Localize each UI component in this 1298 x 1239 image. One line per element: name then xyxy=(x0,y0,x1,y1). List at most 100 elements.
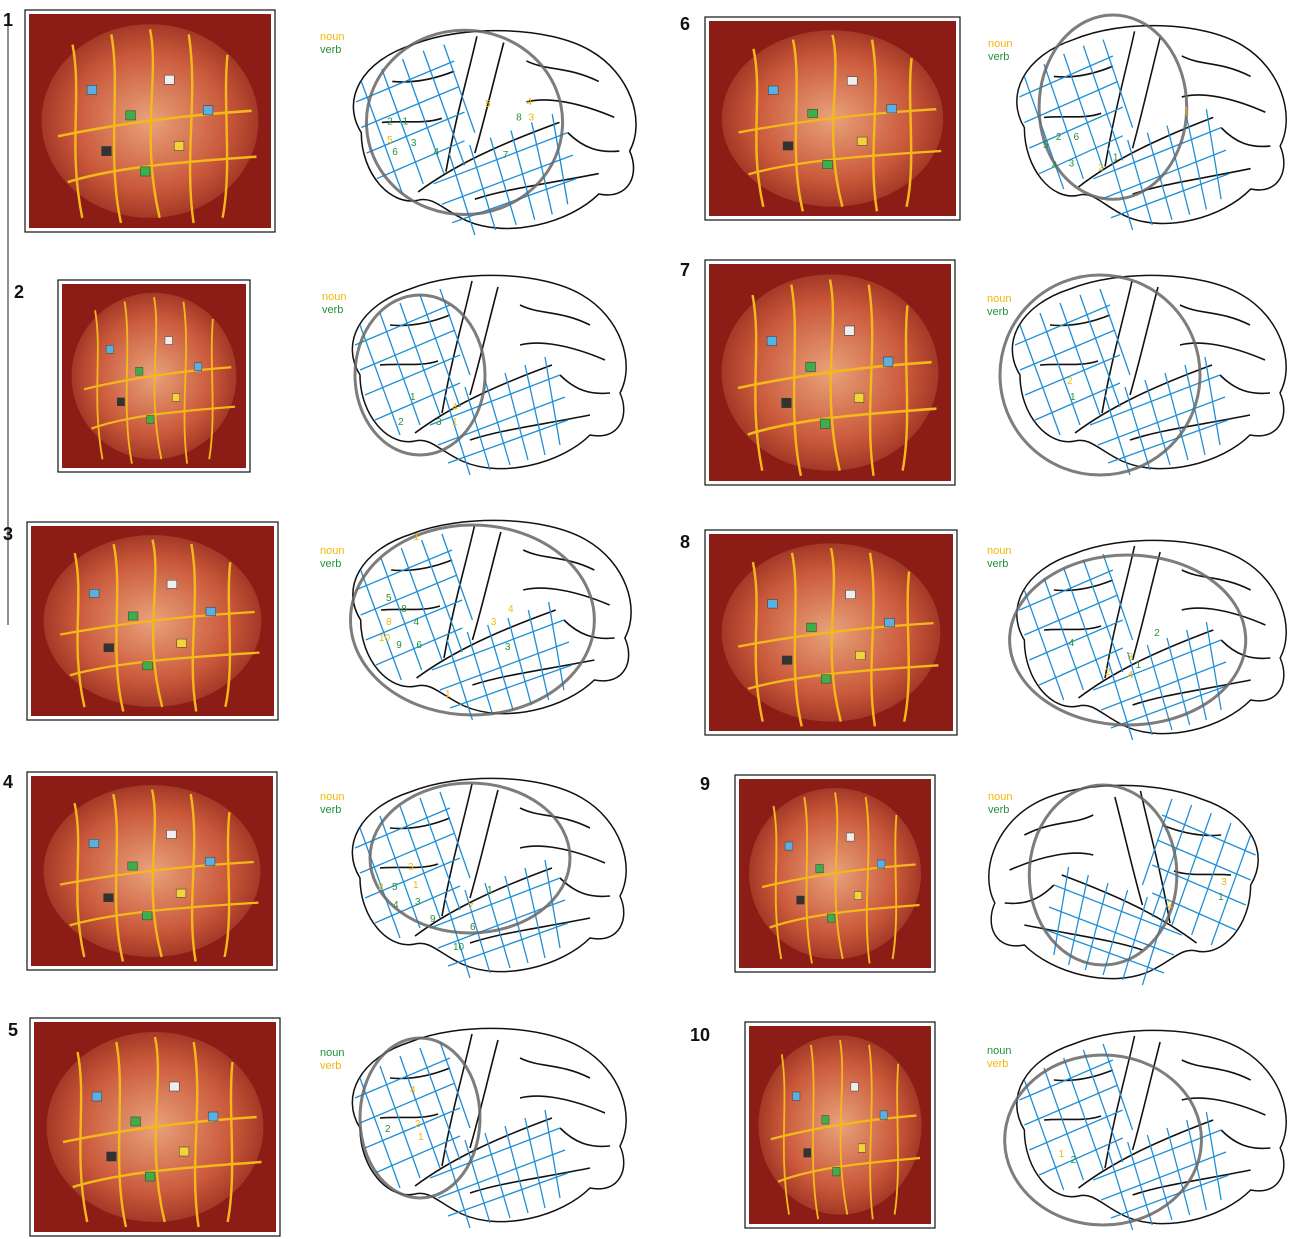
brain-diagram xyxy=(1017,26,1286,230)
site-label: 4 xyxy=(508,604,514,615)
site-label: 2 xyxy=(378,882,384,893)
site-label: 2 xyxy=(415,1119,421,1130)
brain-diagram xyxy=(1017,1030,1286,1230)
site-label: 3 xyxy=(411,138,417,149)
site-label: 6 xyxy=(417,640,423,651)
panel-number: 6 xyxy=(680,14,690,34)
site-label: 6 xyxy=(392,147,398,158)
site-label: 9 xyxy=(430,914,436,925)
brain-diagram xyxy=(1012,275,1286,475)
site-label: 2 xyxy=(1154,628,1160,639)
surgical-photo xyxy=(709,534,953,731)
panel-number: 1 xyxy=(3,10,13,30)
site-label: 1 xyxy=(1184,106,1190,117)
site-label: 8 xyxy=(516,112,522,123)
surgical-photo xyxy=(62,284,246,468)
site-label: 4 xyxy=(1069,638,1075,649)
brain-outline xyxy=(353,31,636,235)
site-label: 3 xyxy=(529,112,535,123)
site-label: 1 xyxy=(1218,892,1224,903)
brain-outline xyxy=(1012,275,1286,475)
brain-diagram xyxy=(352,275,626,475)
panel-number: 7 xyxy=(680,260,690,280)
panel-number: 10 xyxy=(690,1025,710,1045)
panel-number: 9 xyxy=(700,774,710,794)
site-label: 1 xyxy=(1113,152,1119,163)
site-label: 8 xyxy=(401,604,407,615)
site-label: 10 xyxy=(453,942,465,953)
site-label: 4 xyxy=(1128,670,1134,681)
legend-entry: verb xyxy=(320,1060,341,1072)
legend-entry: verb xyxy=(987,306,1008,318)
panel-number: 8 xyxy=(680,532,690,552)
site-label: 5 xyxy=(1043,140,1049,151)
legend-entry: verb xyxy=(322,304,343,316)
site-label: 4 xyxy=(413,617,419,628)
site-label: 2 xyxy=(387,116,393,127)
surgical-photo xyxy=(29,14,271,228)
panel-number: 3 xyxy=(3,524,13,544)
brain-outline xyxy=(352,1028,626,1228)
site-label: 7 xyxy=(503,150,509,161)
site-label: 1 xyxy=(403,116,409,127)
site-label: 3 xyxy=(1221,877,1227,888)
surgical-photo xyxy=(749,1026,931,1224)
site-label: 4 xyxy=(393,900,399,911)
site-label: 4 xyxy=(526,97,532,108)
site-label: 1 xyxy=(1070,392,1076,403)
surgical-photo xyxy=(739,779,931,968)
site-label: 10 xyxy=(379,633,391,644)
site-label: 3 xyxy=(1069,159,1075,170)
site-label: 2 xyxy=(1098,163,1104,174)
page: 1nounverb543872156342nounverb143213nounv… xyxy=(0,0,1298,1239)
legend-entry: noun xyxy=(322,291,346,303)
site-label: 3 xyxy=(1128,652,1134,663)
brain-diagram xyxy=(352,1028,626,1228)
panel-number: 5 xyxy=(8,1020,18,1040)
site-label: 4 xyxy=(1052,161,1058,172)
legend-entry: noun xyxy=(320,545,344,557)
legend-entry: verb xyxy=(988,51,1009,63)
site-label: 3 xyxy=(491,617,497,628)
surgical-photo xyxy=(31,776,273,966)
site-label: 9 xyxy=(396,640,402,651)
site-label: 5 xyxy=(386,593,392,604)
site-label: 2 xyxy=(1071,1155,1077,1166)
legend-entry: verb xyxy=(320,804,341,816)
site-label: 1 xyxy=(413,880,419,891)
site-label: 1 xyxy=(413,532,419,543)
figure: 1nounverb543872156342nounverb143213nounv… xyxy=(0,0,1298,1239)
site-label: 1 xyxy=(487,885,493,896)
surgical-photo xyxy=(709,264,951,481)
legend-entry: noun xyxy=(987,293,1011,305)
site-label: 5 xyxy=(392,882,398,893)
site-label: 3 xyxy=(415,897,421,908)
surgical-photo xyxy=(31,526,274,716)
site-label: 4 xyxy=(452,402,458,413)
site-label: 5 xyxy=(387,135,393,146)
site-label: 1 xyxy=(410,392,416,403)
legend-entry: noun xyxy=(987,545,1011,557)
site-label: 8 xyxy=(386,617,392,628)
site-label: 3 xyxy=(436,417,442,428)
site-label: 1 xyxy=(1059,1149,1065,1160)
site-label: 2 xyxy=(1067,376,1073,387)
legend-entry: verb xyxy=(988,804,1009,816)
site-label: 7 xyxy=(468,902,474,913)
brain-outline xyxy=(1017,1030,1286,1230)
site-label: 2 xyxy=(1056,132,1062,143)
site-label: 6 xyxy=(470,922,476,933)
site-label: 5 xyxy=(485,99,491,110)
legend-entry: noun xyxy=(988,38,1012,50)
surgical-photo xyxy=(709,21,956,216)
panel: 3nounverb1588410964331 xyxy=(3,520,631,720)
panel-number: 2 xyxy=(14,282,24,302)
